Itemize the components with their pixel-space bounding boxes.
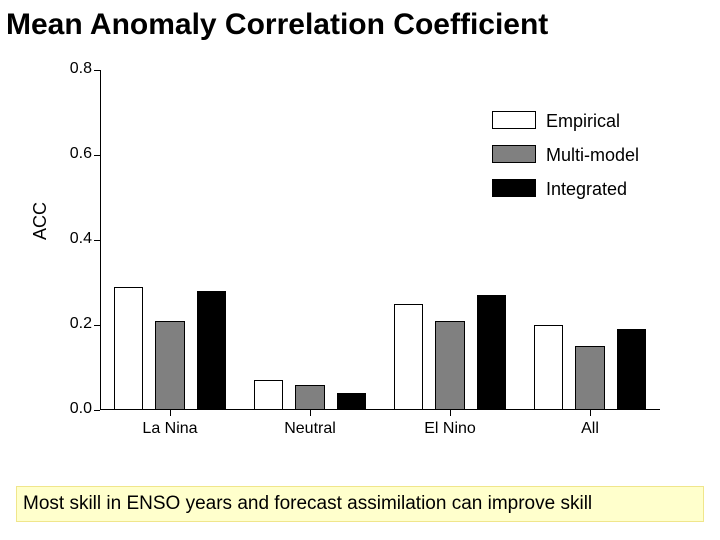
bar — [254, 380, 283, 410]
x-tick-label: La Nina — [142, 420, 197, 438]
bar — [575, 346, 604, 410]
bar — [435, 321, 464, 410]
bar — [114, 287, 143, 410]
bar — [337, 393, 366, 410]
x-tick-mark — [590, 410, 591, 416]
chart-area: ACC 0.00.20.40.60.8 EmpiricalMulti-model… — [40, 60, 680, 460]
x-tick-mark — [310, 410, 311, 416]
y-tick-label: 0.2 — [52, 315, 92, 333]
x-tick-label: El Nino — [424, 420, 476, 438]
bar — [155, 321, 184, 410]
legend-label: Empirical — [546, 111, 620, 132]
caption-box: Most skill in ENSO years and forecast as… — [16, 486, 704, 522]
y-tick-label: 0.6 — [52, 145, 92, 163]
legend-swatch — [492, 145, 536, 163]
y-tick-label: 0.0 — [52, 400, 92, 418]
bar — [197, 291, 226, 410]
legend-swatch — [492, 111, 536, 129]
y-axis-line — [100, 70, 101, 410]
bar — [295, 385, 324, 411]
legend-label: Multi-model — [546, 145, 639, 166]
y-axis-label: ACC — [30, 202, 51, 240]
plot-region: Empirical Multi-model Integrated — [100, 70, 660, 410]
y-tick-mark — [94, 410, 100, 411]
x-tick-label: Neutral — [284, 420, 336, 438]
slide-title: Mean Anomaly Correlation Coefficient — [6, 8, 548, 42]
bar — [534, 325, 563, 410]
bar — [617, 329, 646, 410]
x-tick-label: All — [581, 420, 599, 438]
y-tick-label: 0.4 — [52, 230, 92, 248]
x-tick-mark — [450, 410, 451, 416]
y-tick-label: 0.8 — [52, 60, 92, 78]
bar — [394, 304, 423, 410]
bar — [477, 295, 506, 410]
x-tick-mark — [170, 410, 171, 416]
legend-label: Integrated — [546, 179, 627, 200]
legend-swatch — [492, 179, 536, 197]
